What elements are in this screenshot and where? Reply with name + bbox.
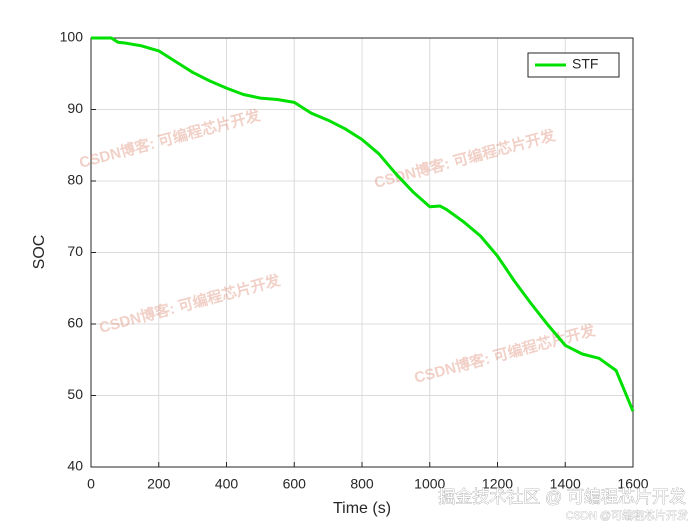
x-tick-label: 1400 [550, 476, 581, 492]
y-tick-label: 80 [67, 172, 83, 188]
x-tick-label: 1200 [482, 476, 513, 492]
x-tick-label: 400 [215, 476, 239, 492]
x-axis-label: Time (s) [333, 500, 391, 517]
y-tick-label: 90 [67, 100, 83, 116]
watermark: CSDN @可编程芯片开发 [566, 508, 688, 522]
y-tick-label: 40 [67, 458, 83, 474]
x-tick-label: 800 [350, 476, 374, 492]
x-tick-label: 1000 [414, 476, 445, 492]
y-tick-label: 100 [60, 29, 84, 45]
x-tick-label: 200 [147, 476, 171, 492]
y-axis-label: SOC [31, 235, 48, 270]
y-tick-label: 70 [67, 243, 83, 259]
data-line [91, 36, 635, 412]
plot-frame [90, 37, 634, 468]
watermark: 掘金技术社区 @ 可编程芯片开发 [438, 487, 686, 506]
y-tick-label: 50 [67, 386, 83, 402]
y-tick-label: 60 [67, 315, 83, 331]
x-tick-label: 600 [283, 476, 307, 492]
x-tick-label: 1600 [617, 476, 648, 492]
legend-label: STF [572, 56, 598, 72]
x-tick-label: 0 [87, 476, 95, 492]
